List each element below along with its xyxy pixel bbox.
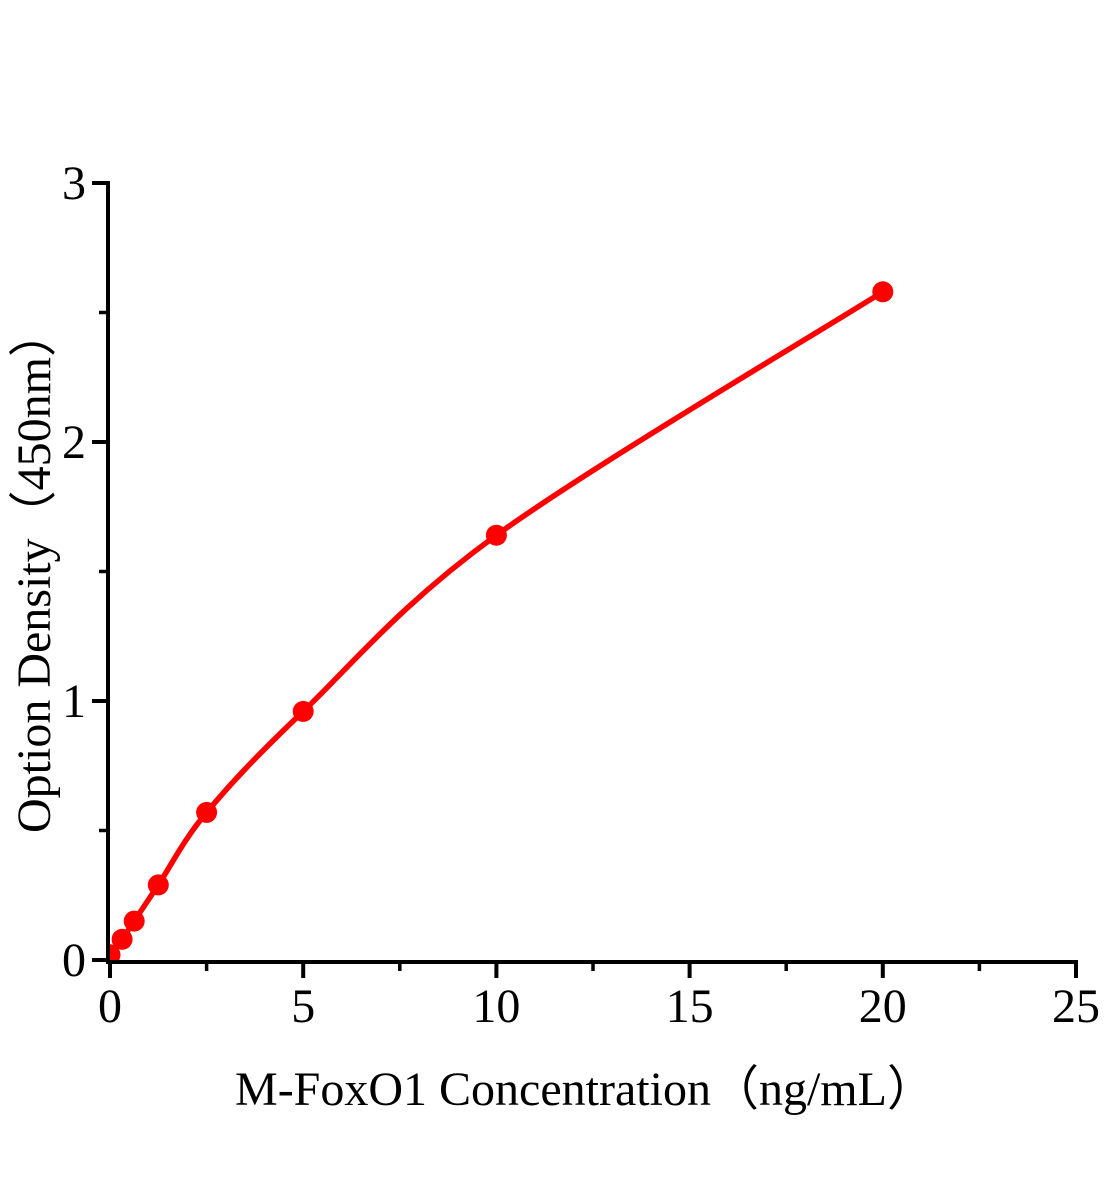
data-point-marker [111, 928, 133, 950]
y-axis-tick-label: 1 [62, 675, 86, 728]
x-axis-tick-label: 5 [291, 980, 315, 1033]
data-point-marker [292, 700, 314, 722]
x-axis-tick-label: 15 [666, 980, 714, 1033]
data-point-marker [196, 801, 218, 823]
x-axis-tick-label: 10 [472, 980, 520, 1033]
x-axis-title: M-FoxO1 Concentration（ng/mL） [235, 1063, 935, 1116]
data-point-marker [147, 874, 169, 896]
data-point-marker [872, 281, 894, 303]
x-axis-tick-label: 25 [1052, 980, 1100, 1033]
y-axis-tick-label: 2 [62, 416, 86, 469]
x-axis-tick-label: 20 [859, 980, 907, 1033]
y-axis-tick-label: 3 [62, 157, 86, 210]
axis-layer: 0 5 10 15 20 25 0 1 2 3 [62, 157, 1100, 1033]
data-point-marker [485, 524, 507, 546]
data-series-layer [110, 281, 894, 960]
data-point-marker [123, 910, 145, 932]
x-axis-tick-label: 0 [98, 980, 122, 1033]
y-axis-title: Option Density（450nm） [8, 309, 61, 833]
y-axis-tick-label: 0 [62, 934, 86, 987]
standard-curve-line [110, 289, 886, 958]
